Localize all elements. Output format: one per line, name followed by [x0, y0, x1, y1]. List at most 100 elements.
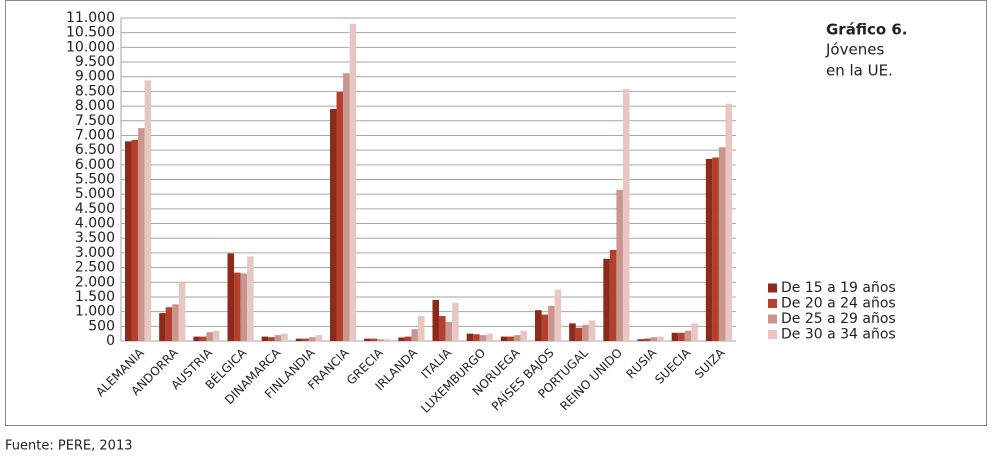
bar [274, 335, 282, 341]
y-tick-label: 1.500 [75, 289, 115, 305]
bar [466, 333, 474, 341]
bar [404, 336, 412, 341]
y-tick-label: 1.000 [75, 304, 115, 320]
bar [712, 157, 719, 341]
bar [302, 338, 309, 341]
bar [144, 80, 152, 341]
bar [159, 313, 166, 341]
bar [165, 307, 173, 341]
bar [295, 338, 303, 341]
y-tick-label: 500 [88, 318, 115, 334]
legend-label: De 25 a 29 años [781, 311, 896, 327]
bar [452, 302, 459, 341]
bar [330, 109, 337, 341]
bar [364, 338, 371, 341]
y-tick-label: 8.500 [75, 83, 115, 99]
bar [336, 91, 344, 341]
legend-swatch [768, 314, 777, 324]
y-tick-label: 7.000 [75, 127, 115, 143]
y-tick-label: 7.500 [75, 113, 115, 129]
bar [603, 258, 610, 341]
y-tick-label: 11.000 [66, 10, 115, 26]
bar [554, 289, 562, 341]
bar [411, 329, 418, 341]
legend-swatch [768, 283, 777, 293]
y-tick-label: 8.000 [75, 98, 115, 114]
bar [125, 141, 132, 341]
bar [479, 335, 487, 341]
bar [349, 23, 357, 341]
bar [377, 339, 384, 341]
bar [500, 336, 508, 341]
bar [705, 158, 713, 341]
y-tick-label: 4.500 [75, 201, 115, 217]
y-tick-label: 5.000 [75, 186, 115, 202]
bar [445, 321, 453, 341]
chart-subtitle: Jóvenes [825, 41, 884, 59]
y-tick-label: 9.500 [75, 54, 115, 70]
legend-swatch [768, 330, 777, 339]
bar [261, 336, 269, 341]
bar [206, 332, 213, 341]
bar [131, 139, 139, 341]
y-tick-label: 10.000 [66, 39, 115, 55]
x-tick-label: SUIZA [692, 345, 728, 381]
bar [582, 324, 589, 341]
bar [637, 339, 645, 341]
y-tick-label: 0 [106, 333, 115, 349]
bar [541, 314, 549, 341]
y-tick-label: 4.000 [75, 216, 115, 232]
bar [622, 89, 630, 341]
legend-swatch [768, 299, 777, 308]
bar [212, 330, 220, 341]
bar [178, 282, 186, 341]
bar [569, 323, 576, 341]
chart-subtitle: en la UE. [826, 62, 893, 80]
bar [616, 189, 623, 341]
x-tick-label: SUECIA [652, 345, 694, 387]
y-tick-label: 2.500 [75, 260, 115, 276]
bar [315, 335, 322, 341]
bar [308, 337, 316, 341]
legend-label: De 15 a 19 años [781, 280, 896, 296]
bar [588, 320, 596, 341]
bar [535, 310, 542, 341]
bar [172, 304, 179, 341]
y-tick-label: 6.500 [75, 142, 115, 158]
bar [227, 253, 235, 341]
bar [193, 336, 200, 341]
bar [486, 333, 493, 341]
bar [398, 337, 405, 341]
bar [199, 336, 207, 341]
bar [281, 333, 288, 341]
bar [671, 332, 679, 341]
y-tick-label: 3.000 [75, 245, 115, 261]
y-tick-label: 2.000 [75, 274, 115, 290]
bar [678, 332, 685, 341]
bar [718, 147, 726, 341]
bar [650, 337, 658, 341]
legend-label: De 20 a 24 años [781, 296, 896, 312]
bar [725, 103, 732, 341]
bar [240, 273, 248, 341]
chart-title: Gráfico 6. [826, 21, 908, 39]
bar [684, 330, 692, 341]
y-tick-label: 9.000 [75, 69, 115, 85]
bar [247, 256, 254, 341]
bar [439, 316, 446, 341]
legend-label: De 30 a 34 años [781, 327, 896, 343]
bar [138, 128, 145, 341]
bar [609, 249, 617, 341]
bar [268, 337, 275, 341]
bar [417, 316, 425, 341]
bar [548, 305, 555, 341]
bar [575, 327, 583, 341]
bar [513, 335, 521, 341]
y-tick-label: 5.500 [75, 172, 115, 188]
bar [507, 336, 514, 341]
bar [691, 323, 698, 341]
bar [383, 339, 391, 341]
bar [657, 336, 664, 341]
